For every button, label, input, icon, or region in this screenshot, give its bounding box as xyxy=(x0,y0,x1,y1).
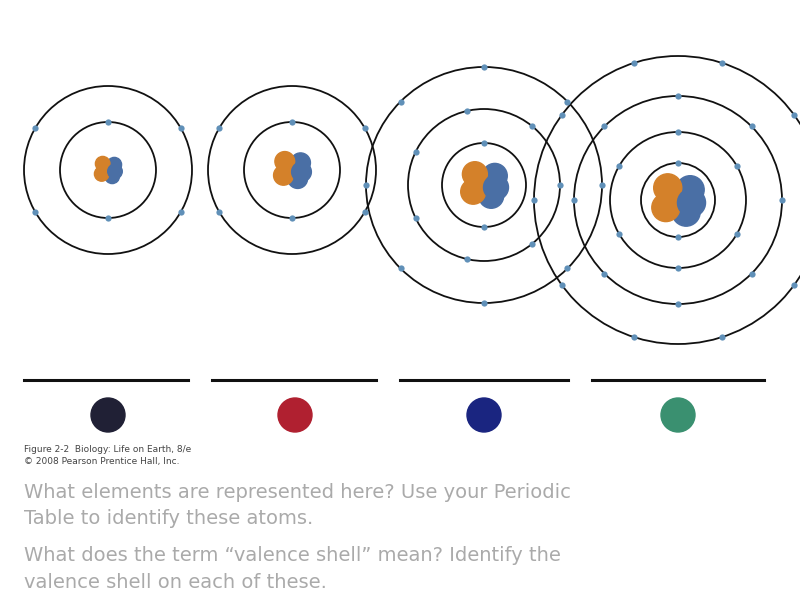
Circle shape xyxy=(278,398,312,432)
Circle shape xyxy=(282,160,302,180)
Circle shape xyxy=(292,162,311,182)
Circle shape xyxy=(94,167,109,181)
Circle shape xyxy=(274,166,294,185)
Circle shape xyxy=(461,179,486,204)
Circle shape xyxy=(483,175,509,200)
Circle shape xyxy=(288,169,307,188)
Circle shape xyxy=(105,169,119,184)
Circle shape xyxy=(471,173,497,197)
Circle shape xyxy=(108,164,122,179)
Circle shape xyxy=(661,398,695,432)
Circle shape xyxy=(664,186,692,214)
Text: Figure 2-2  Biology: Life on Earth, 8/e: Figure 2-2 Biology: Life on Earth, 8/e xyxy=(24,445,191,454)
Circle shape xyxy=(654,174,682,202)
Text: What elements are represented here? Use your Periodic
Table to identify these at: What elements are represented here? Use … xyxy=(24,483,571,529)
Text: What does the term “valence shell” mean? Identify the
valence shell on each of t: What does the term “valence shell” mean?… xyxy=(24,546,561,592)
Circle shape xyxy=(478,184,504,208)
Text: © 2008 Pearson Prentice Hall, Inc.: © 2008 Pearson Prentice Hall, Inc. xyxy=(24,457,179,466)
Circle shape xyxy=(676,176,704,204)
Circle shape xyxy=(672,198,700,226)
Circle shape xyxy=(101,163,115,177)
Circle shape xyxy=(95,157,110,171)
Circle shape xyxy=(467,398,501,432)
Circle shape xyxy=(678,188,706,217)
Circle shape xyxy=(290,153,310,173)
Circle shape xyxy=(91,398,125,432)
Circle shape xyxy=(275,152,294,172)
Circle shape xyxy=(652,194,680,221)
Circle shape xyxy=(462,162,487,187)
Circle shape xyxy=(482,163,507,188)
Circle shape xyxy=(107,157,122,172)
